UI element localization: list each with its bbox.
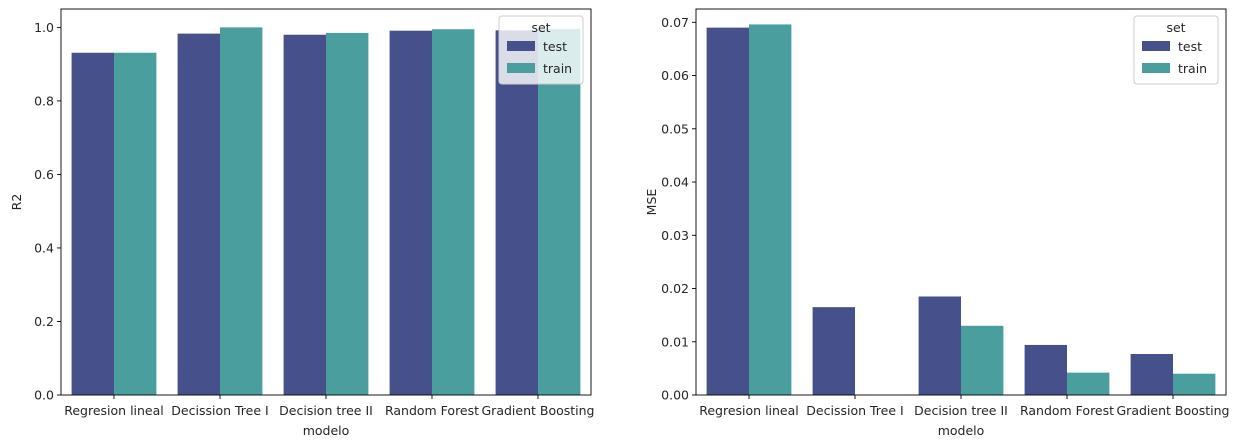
legend-swatch-train	[507, 63, 535, 73]
x-tick-label: Decision tree II	[914, 403, 1008, 418]
y-tick-label: 1.0	[34, 20, 54, 35]
mse-chart: 0.00 0.01 0.02 0.03 0.04 0.05 0.06 0.07 Regresio…	[644, 8, 1230, 438]
y-axis-label: R2	[9, 194, 24, 211]
legend-label-train: train	[1178, 61, 1207, 76]
y-tick-label: 0.00	[661, 388, 689, 403]
legend: set test train	[498, 15, 584, 85]
legend-label-train: train	[543, 61, 572, 76]
x-axis-label: modelo	[303, 423, 350, 438]
legend-swatch-train	[1142, 63, 1170, 73]
bar-train-1	[220, 27, 263, 395]
x-tick-label: Decission Tree I	[171, 403, 268, 418]
x-tick-label: Random Forest	[385, 403, 479, 418]
r2-chart: 0.0 0.2 0.4 0.6 0.8 1.0 Regresion lineal Deciss…	[9, 8, 595, 438]
bar-train-4	[1173, 373, 1216, 395]
legend-swatch-test	[1142, 41, 1170, 51]
y-tick-label: 0.8	[34, 93, 54, 108]
legend-title: set	[531, 20, 550, 35]
bar-test-1	[177, 33, 220, 395]
bar-train-4	[538, 28, 581, 395]
x-tick-label: Gradient Boosting	[1117, 403, 1230, 418]
bar-test-0	[706, 27, 749, 395]
x-tick-label: Gradient Boosting	[482, 403, 595, 418]
bar-train-2	[326, 32, 369, 396]
legend-swatch-test	[507, 41, 535, 51]
bar-test-0	[71, 52, 114, 395]
bar-test-3	[1024, 344, 1067, 395]
y-tick-label: 0.4	[34, 240, 54, 255]
x-tick-label: Random Forest	[1020, 403, 1114, 418]
y-tick-label: 0.6	[34, 167, 54, 182]
legend-label-test: test	[1178, 39, 1202, 54]
x-tick-label: Regresion lineal	[64, 403, 164, 418]
x-tick-label: Decission Tree I	[806, 403, 903, 418]
y-tick-label: 0.04	[661, 175, 689, 190]
y-tick-label: 0.05	[661, 121, 689, 136]
y-tick-label: 0.02	[661, 281, 689, 296]
legend-title: set	[1166, 20, 1185, 35]
y-tick-label: 0.0	[34, 388, 54, 403]
y-tick-label: 0.03	[661, 228, 689, 243]
legend-label-test: test	[543, 39, 567, 54]
bar-test-4	[495, 30, 538, 395]
x-tick-label: Decision tree II	[279, 403, 373, 418]
bar-train-3	[432, 29, 475, 395]
x-axis-label: modelo	[938, 423, 985, 438]
x-tick-label: Regresion lineal	[699, 403, 799, 418]
bar-test-4	[1130, 354, 1173, 395]
bar-train-0	[114, 52, 157, 395]
bar-test-1	[812, 307, 855, 395]
bar-train-0	[749, 24, 792, 395]
bar-train-3	[1067, 372, 1110, 395]
y-tick-label: 0.07	[661, 15, 689, 30]
y-tick-label: 0.2	[34, 314, 54, 329]
bar-test-2	[918, 296, 961, 395]
y-axis-label: MSE	[644, 189, 659, 216]
legend: set test train	[1133, 15, 1219, 85]
y-tick-label: 0.01	[661, 334, 689, 349]
bar-train-2	[961, 325, 1004, 395]
bar-test-3	[389, 30, 432, 395]
bar-test-2	[283, 34, 326, 395]
y-tick-label: 0.06	[661, 68, 689, 83]
